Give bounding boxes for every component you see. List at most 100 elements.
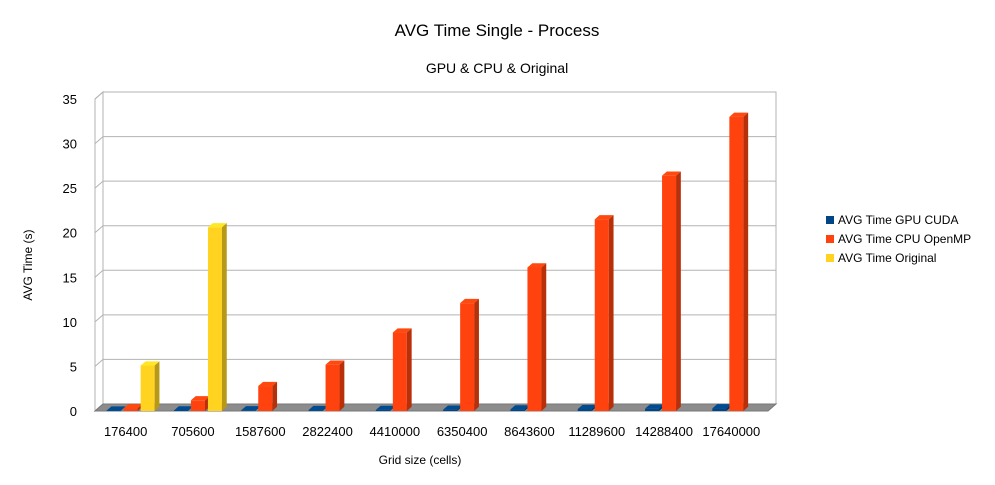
x-tick-label: 17640000 [702, 424, 760, 439]
bar-top [106, 406, 126, 411]
bar-front [645, 408, 660, 411]
bar-side [339, 360, 345, 411]
bar-top [645, 404, 664, 409]
legend-swatch [826, 216, 834, 224]
x-tick-label: 4410000 [370, 424, 421, 439]
legend-label: AVG Time GPU CUDA [838, 213, 958, 227]
bar-top [662, 171, 681, 176]
bar-top [258, 381, 278, 387]
bar [662, 171, 681, 411]
legend-label: AVG Time Original [838, 251, 936, 265]
bar-front [241, 410, 256, 411]
bar [729, 112, 749, 411]
bar [594, 215, 614, 411]
bar-top [190, 396, 210, 401]
bar-front [577, 409, 592, 411]
x-tick-label: 1587600 [235, 424, 286, 439]
legend-item: AVG Time CPU OpenMP [826, 232, 971, 246]
x-tick-label: 6350400 [437, 424, 488, 439]
bar-front [662, 175, 677, 411]
bar-front [460, 303, 475, 411]
bar-front [308, 410, 323, 411]
y-tick-label: 25 [63, 181, 77, 196]
bar-top [392, 328, 412, 333]
bar-side [272, 381, 278, 411]
gridline [94, 136, 776, 144]
bar-front [510, 409, 525, 411]
bar [460, 298, 479, 411]
bar-side [221, 223, 227, 411]
y-tick-label: 10 [63, 315, 77, 330]
bar-front [106, 410, 121, 412]
bar-top [140, 361, 160, 366]
legend-label: AVG Time CPU OpenMP [838, 232, 971, 246]
bar-top [460, 298, 479, 304]
gridline [94, 91, 776, 100]
x-tick-label: 2822400 [302, 424, 353, 439]
bar [106, 406, 126, 412]
gridline [94, 269, 776, 278]
bar [392, 328, 412, 411]
bar-side [154, 361, 160, 411]
x-tick-label: 14288400 [635, 424, 693, 439]
bar-front [123, 408, 138, 411]
bar-top [729, 112, 749, 117]
bar-top [241, 406, 261, 411]
plot-area: 0 5 10 15 20 25 30 35 176400 705600 1587600 2822400… [63, 90, 778, 439]
legend-item: AVG Time Original [826, 251, 936, 265]
y-tick-label: 0 [70, 404, 77, 419]
bar-front [375, 409, 390, 411]
bar-top [375, 405, 395, 410]
bar-front [325, 364, 340, 411]
gridline [94, 358, 776, 367]
bar [258, 381, 278, 411]
gridline [94, 314, 776, 323]
bar-front [207, 227, 222, 411]
bar-front [190, 400, 205, 411]
bar [190, 396, 210, 411]
bar-side [608, 215, 614, 411]
y-tick-label: 20 [63, 226, 77, 241]
bar-side [120, 406, 126, 411]
bar-side [406, 328, 412, 411]
bar-top [207, 223, 227, 228]
y-tick-label: 15 [63, 270, 77, 285]
bar-top [712, 404, 732, 409]
bar [140, 361, 160, 411]
bar-top [325, 360, 345, 365]
gridline [94, 225, 776, 234]
bar-front [173, 410, 188, 411]
x-tick-label: 8643600 [504, 424, 555, 439]
bar-top [308, 405, 328, 411]
bar-top [577, 404, 597, 410]
legend-swatch [826, 254, 834, 262]
bar-front [594, 219, 609, 411]
bar-front [527, 267, 542, 411]
bar-top [123, 404, 143, 409]
bar-front [258, 386, 273, 411]
bar-front [140, 365, 155, 411]
chart-title: AVG Time Single - Process [395, 21, 600, 40]
bar-side [676, 171, 681, 411]
bar-front [712, 408, 727, 411]
y-tick-label: 30 [63, 137, 77, 152]
bar-top [594, 215, 614, 220]
x-tick-label: 705600 [171, 424, 214, 439]
bar-top [527, 263, 547, 268]
x-tick-label: 176400 [104, 424, 147, 439]
bar-side [541, 263, 547, 411]
bar-top [510, 405, 530, 410]
bar-front [443, 409, 458, 411]
y-tick-label: 35 [63, 92, 77, 107]
bar [527, 263, 547, 411]
bar-front [392, 332, 407, 411]
bar [325, 360, 345, 411]
chart-subtitle: GPU & CPU & Original [426, 60, 568, 76]
bar-side [474, 298, 479, 411]
bar-top [443, 405, 462, 410]
bar [207, 223, 227, 411]
y-tick-label: 5 [70, 359, 77, 374]
y-axis-label: AVG Time (s) [21, 229, 35, 300]
legend-item: AVG Time GPU CUDA [826, 213, 958, 227]
